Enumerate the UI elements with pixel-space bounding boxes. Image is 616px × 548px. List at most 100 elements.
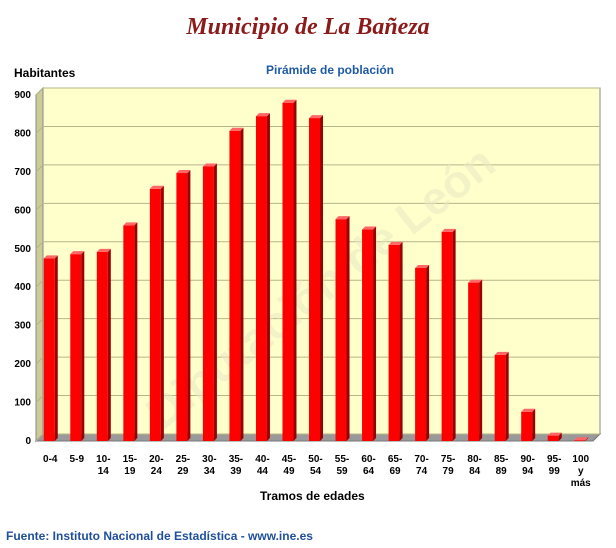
bar <box>255 113 270 442</box>
bar-front <box>282 102 294 441</box>
bar-front <box>96 251 108 441</box>
bar <box>362 226 377 441</box>
y-axis-label: Habitantes <box>14 66 76 80</box>
grid-lines <box>35 87 600 442</box>
x-tick-label: 10-14 <box>96 454 110 477</box>
bar-top <box>574 437 589 441</box>
bar-top <box>309 115 323 119</box>
bar-front <box>43 258 55 441</box>
bar-side <box>532 408 536 441</box>
grid-line <box>35 87 600 96</box>
y-tick-labels: 0 100 200 300 400 500 600 700 800 900 <box>14 90 31 447</box>
bar-side <box>479 279 483 441</box>
grid-line <box>35 356 600 365</box>
bar-top <box>441 228 456 232</box>
y-tick-label: 700 <box>14 167 31 178</box>
bar-top <box>388 241 403 245</box>
x-tick-label: 50-54 <box>308 454 322 477</box>
bar-top <box>70 251 85 255</box>
bar-top <box>176 170 191 174</box>
bar <box>176 170 191 441</box>
bar <box>415 265 430 441</box>
x-tick-label: 95-99 <box>547 454 561 477</box>
bar-front <box>229 130 241 441</box>
x-tick-label: 80-84 <box>467 454 481 477</box>
bar-side <box>399 241 403 441</box>
x-tick-label: 5-9 <box>70 454 85 465</box>
bar <box>335 216 350 441</box>
y-tick-label: 800 <box>14 128 31 139</box>
bar-front <box>202 166 214 442</box>
bar-top <box>362 226 377 230</box>
bar-top <box>415 265 430 268</box>
y-tick-label: 900 <box>14 90 31 101</box>
grid-line <box>35 202 600 211</box>
bar-top <box>96 248 111 252</box>
y-tick-label: 400 <box>14 282 31 293</box>
bar <box>229 127 244 442</box>
chart-title: Pirámide de población <box>265 63 395 77</box>
bar-top <box>123 222 138 226</box>
bar-side <box>266 113 270 442</box>
bar-front <box>70 254 82 441</box>
bar-side <box>346 216 350 441</box>
bar-front <box>176 173 188 441</box>
y-tick-label: 0 <box>25 436 31 447</box>
bar-side <box>240 127 244 442</box>
plot-left-wall <box>35 86 44 443</box>
bar <box>282 99 297 441</box>
bar-side <box>320 115 323 442</box>
bar-top <box>335 216 350 220</box>
bar-side <box>107 248 111 441</box>
bar-side <box>54 255 58 441</box>
bar <box>441 228 456 441</box>
grid-line <box>35 433 600 442</box>
x-tick-label: 90-94 <box>520 454 534 477</box>
bar-side <box>187 170 191 441</box>
x-tick-label: 65-69 <box>388 454 402 477</box>
bar <box>149 185 164 441</box>
bar <box>202 163 217 442</box>
bar-top <box>202 163 217 167</box>
x-tick-label: 20-24 <box>149 454 163 477</box>
x-tick-label: 45-49 <box>282 454 296 477</box>
grid-line <box>35 279 600 288</box>
bar-side <box>293 99 297 441</box>
bar-top <box>149 185 164 189</box>
bar-side <box>505 351 509 441</box>
bar-front <box>123 225 135 441</box>
bar-top <box>43 255 58 259</box>
x-tick-label: 70-74 <box>414 454 428 477</box>
bar <box>468 279 483 441</box>
bar-side <box>585 437 589 441</box>
bar-top <box>494 351 509 355</box>
x-tick-label: 15-19 <box>123 454 137 477</box>
bar-side <box>426 265 430 441</box>
y-tick-label: 500 <box>14 244 31 255</box>
grid-line <box>35 395 600 403</box>
bar <box>70 251 85 441</box>
bar-front <box>149 188 161 441</box>
x-tick-label: 25-29 <box>176 454 190 477</box>
bar-side <box>213 163 217 442</box>
bar-side <box>452 228 456 441</box>
bar-front <box>415 268 427 441</box>
y-tick-label: 100 <box>14 398 31 409</box>
x-tick-label: 75-79 <box>441 454 455 477</box>
grid-line <box>35 164 600 173</box>
bar-side <box>134 222 138 441</box>
bar-front <box>388 244 400 441</box>
bar <box>574 437 589 441</box>
bar-top <box>255 113 270 117</box>
bar <box>494 351 509 441</box>
x-tick-label: 85-89 <box>494 454 508 477</box>
bar <box>547 432 562 441</box>
bar-front <box>335 219 347 441</box>
grid-line <box>35 318 600 327</box>
bar-front <box>574 440 586 441</box>
bar-side <box>81 251 85 441</box>
x-tick-label: 60-64 <box>361 454 375 477</box>
grid-line <box>35 241 600 250</box>
bar-front <box>362 229 374 441</box>
x-tick-label: 35-39 <box>229 454 243 477</box>
